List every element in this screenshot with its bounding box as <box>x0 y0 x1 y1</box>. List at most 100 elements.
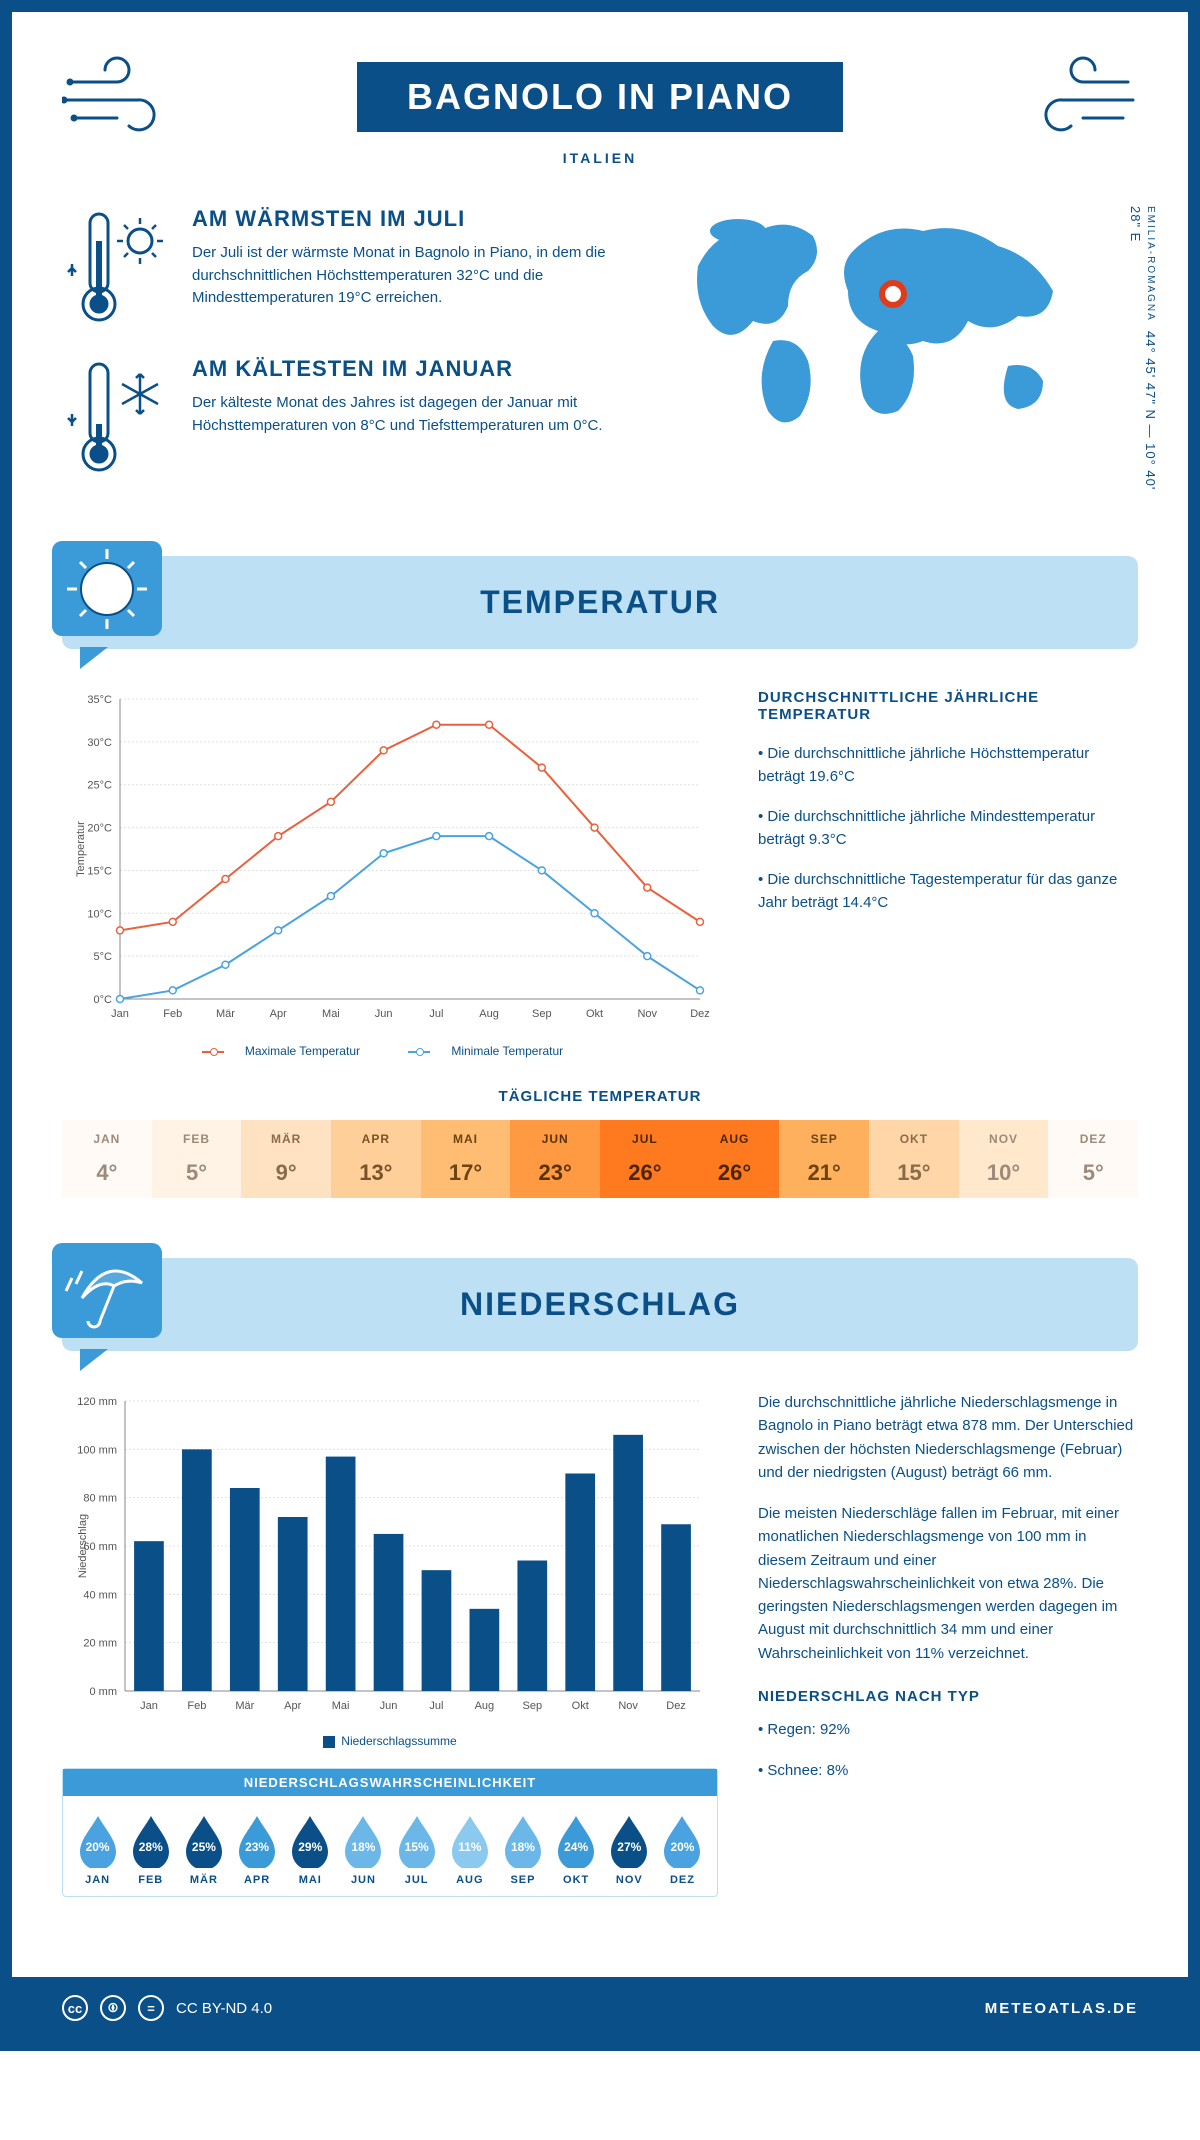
daily-cell: MÄR9° <box>241 1120 331 1198</box>
daily-cell: MAI17° <box>421 1120 511 1198</box>
daily-cell: FEB5° <box>152 1120 242 1198</box>
svg-text:Sep: Sep <box>523 1700 543 1712</box>
license-text: CC BY-ND 4.0 <box>176 2000 272 2017</box>
svg-text:Dez: Dez <box>690 1008 710 1020</box>
prob-cell: 11%AUG <box>443 1814 496 1886</box>
coordinates: EMILIA-ROMAGNA 44° 45' 47" N — 10° 40' 2… <box>1128 206 1158 506</box>
svg-text:Okt: Okt <box>572 1700 589 1712</box>
coldest-text: Der kälteste Monat des Jahres ist dagege… <box>192 392 648 437</box>
svg-text:10°C: 10°C <box>87 908 112 920</box>
prob-cell: 28%FEB <box>124 1814 177 1886</box>
daily-cell: OKT15° <box>869 1120 959 1198</box>
svg-text:Niederschlag: Niederschlag <box>77 1514 89 1578</box>
warmest-block: AM WÄRMSTEN IM JULI Der Juli ist der wär… <box>62 206 648 326</box>
svg-text:40 mm: 40 mm <box>83 1589 117 1601</box>
precipitation-title: NIEDERSCHLAG <box>62 1286 1138 1323</box>
coldest-block: AM KÄLTESTEN IM JANUAR Der kälteste Mona… <box>62 356 648 476</box>
svg-text:100 mm: 100 mm <box>77 1444 117 1456</box>
page-frame: BAGNOLO IN PIANO ITALIEN <box>0 0 1200 2051</box>
temp-chart-legend: Maximale Temperatur Minimale Temperatur <box>62 1044 718 1058</box>
page-title: BAGNOLO IN PIANO <box>357 62 843 132</box>
prob-cell: 25%MÄR <box>177 1814 230 1886</box>
nd-icon: = <box>138 1995 164 2021</box>
precipitation-info: Die durchschnittliche jährliche Niedersc… <box>758 1391 1138 1897</box>
svg-text:Jul: Jul <box>429 1700 443 1712</box>
world-map-block: EMILIA-ROMAGNA 44° 45' 47" N — 10° 40' 2… <box>678 206 1138 506</box>
prob-title: NIEDERSCHLAGSWAHRSCHEINLICHKEIT <box>63 1769 717 1796</box>
warmest-title: AM WÄRMSTEN IM JULI <box>192 206 648 232</box>
prob-cell: 15%JUL <box>390 1814 443 1886</box>
header: BAGNOLO IN PIANO <box>62 52 1138 142</box>
sun-section-icon <box>52 541 182 651</box>
daily-cell: SEP21° <box>779 1120 869 1198</box>
svg-text:20°C: 20°C <box>87 823 112 835</box>
svg-text:30°C: 30°C <box>87 737 112 749</box>
daily-cell: AUG26° <box>690 1120 780 1198</box>
precipitation-probability-box: NIEDERSCHLAGSWAHRSCHEINLICHKEIT 20%JAN28… <box>62 1768 718 1897</box>
prob-cell: 20%JAN <box>71 1814 124 1886</box>
svg-text:Mär: Mär <box>235 1700 254 1712</box>
svg-text:0 mm: 0 mm <box>90 1686 118 1698</box>
thermometer-hot-icon <box>62 206 172 326</box>
svg-text:Mai: Mai <box>322 1008 340 1020</box>
svg-text:Feb: Feb <box>187 1700 206 1712</box>
svg-text:Sep: Sep <box>532 1008 552 1020</box>
wind-icon-right <box>1008 52 1138 142</box>
daily-cell: JUN23° <box>510 1120 600 1198</box>
svg-text:Mai: Mai <box>332 1700 350 1712</box>
world-map-icon <box>678 206 1098 436</box>
thermometer-cold-icon <box>62 356 172 476</box>
svg-text:Aug: Aug <box>475 1700 495 1712</box>
svg-text:20 mm: 20 mm <box>83 1638 117 1650</box>
prob-cell: 24%OKT <box>550 1814 603 1886</box>
svg-text:Jun: Jun <box>375 1008 393 1020</box>
svg-text:Nov: Nov <box>637 1008 657 1020</box>
by-icon: 🅯 <box>100 1995 126 2021</box>
svg-text:15°C: 15°C <box>87 865 112 877</box>
svg-text:0°C: 0°C <box>94 994 113 1006</box>
prob-cell: 23%APR <box>231 1814 284 1886</box>
prob-cell: 18%SEP <box>496 1814 549 1886</box>
daily-cell: JAN4° <box>62 1120 152 1198</box>
svg-text:25°C: 25°C <box>87 780 112 792</box>
daily-cell: JUL26° <box>600 1120 690 1198</box>
wind-icon-left <box>62 52 192 142</box>
svg-text:Mär: Mär <box>216 1008 235 1020</box>
svg-text:Apr: Apr <box>270 1008 287 1020</box>
brand-text: METEOATLAS.DE <box>985 2000 1138 2017</box>
daily-temp-title: TÄGLICHE TEMPERATUR <box>62 1088 1138 1105</box>
prob-cell: 18%JUN <box>337 1814 390 1886</box>
svg-text:Feb: Feb <box>163 1008 182 1020</box>
svg-text:35°C: 35°C <box>87 694 112 706</box>
temperature-line-chart: 0°C 5°C 10°C 15°C 20°C 25°C 30°C 35°C Jan Feb Mär A… <box>62 689 718 1029</box>
country-subtitle: ITALIEN <box>62 150 1138 166</box>
svg-text:Dez: Dez <box>666 1700 686 1712</box>
prob-cell: 27%NOV <box>603 1814 656 1886</box>
svg-text:Okt: Okt <box>586 1008 603 1020</box>
svg-text:Jul: Jul <box>429 1008 443 1020</box>
svg-text:80 mm: 80 mm <box>83 1493 117 1505</box>
svg-text:Aug: Aug <box>479 1008 499 1020</box>
license-block: cc 🅯 = CC BY-ND 4.0 <box>62 1995 272 2021</box>
svg-text:120 mm: 120 mm <box>77 1396 117 1408</box>
umbrella-section-icon <box>52 1243 182 1353</box>
svg-text:Jan: Jan <box>111 1008 129 1020</box>
prob-cell: 29%MAI <box>284 1814 337 1886</box>
daily-cell: NOV10° <box>959 1120 1049 1198</box>
daily-cell: DEZ5° <box>1048 1120 1138 1198</box>
temperature-section-header: TEMPERATUR <box>62 556 1138 649</box>
cc-icon: cc <box>62 1995 88 2021</box>
precipitation-section-header: NIEDERSCHLAG <box>62 1258 1138 1351</box>
svg-text:Apr: Apr <box>284 1700 301 1712</box>
temperature-info: DURCHSCHNITTLICHE JÄHRLICHE TEMPERATUR •… <box>758 689 1138 1058</box>
daily-cell: APR13° <box>331 1120 421 1198</box>
svg-text:Jan: Jan <box>140 1700 158 1712</box>
daily-temp-row: JAN4°FEB5°MÄR9°APR13°MAI17°JUN23°JUL26°A… <box>62 1120 1138 1198</box>
svg-text:5°C: 5°C <box>94 951 113 963</box>
coldest-title: AM KÄLTESTEN IM JANUAR <box>192 356 648 382</box>
svg-text:Nov: Nov <box>618 1700 638 1712</box>
svg-text:Jun: Jun <box>380 1700 398 1712</box>
temperature-title: TEMPERATUR <box>62 584 1138 621</box>
svg-text:Temperatur: Temperatur <box>75 821 87 877</box>
precipitation-bar-chart: 0 mm20 mm40 mm60 mm80 mm100 mm120 mmJanF… <box>62 1391 718 1721</box>
